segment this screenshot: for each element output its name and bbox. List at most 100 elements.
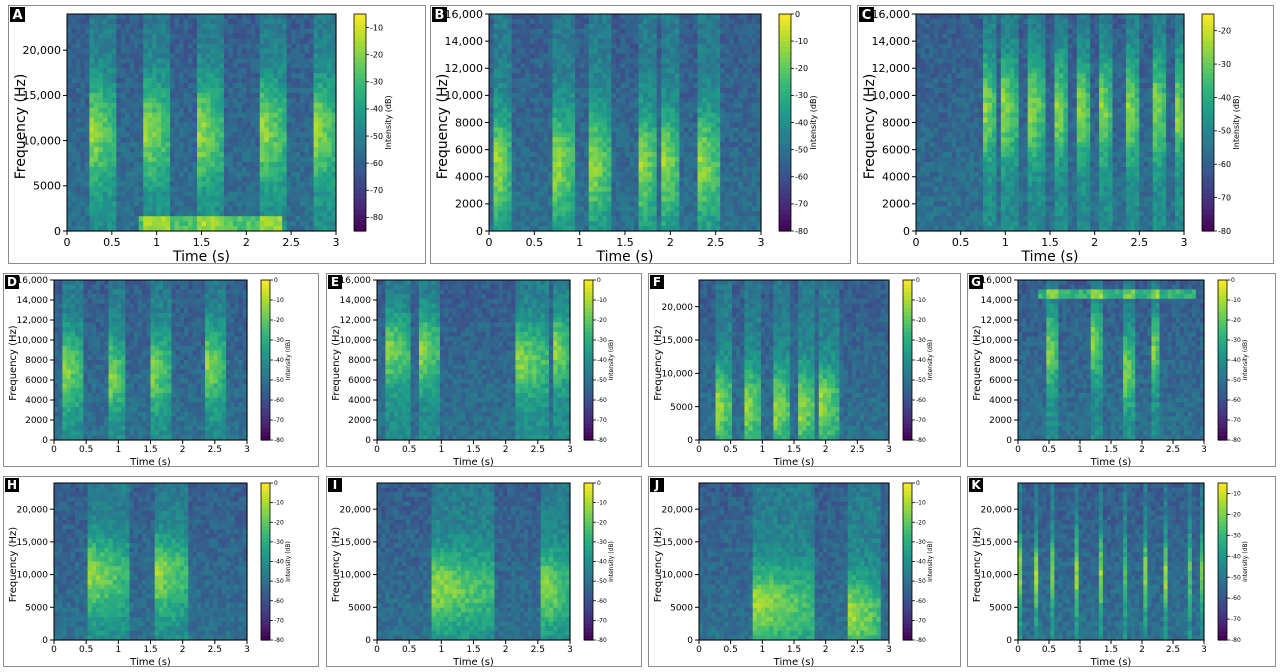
y-axis-label: Frequency (Hz) — [8, 527, 19, 603]
x-tick-label: 0.5 — [724, 445, 738, 455]
x-axis-label: Time (s) — [1090, 657, 1132, 668]
colorbar-tick-label: -20 — [597, 519, 607, 526]
spectrogram-svg-c: C 0 0.5 1 1.5 2 2.5 3 0 2000 4000 6000 8000 10,000 12,… — [859, 7, 1241, 265]
y-tick-label: 0 — [42, 636, 48, 646]
y-tick-label: 20,000 — [662, 505, 694, 515]
x-tick-label: 1 — [438, 645, 444, 655]
colorbar-tick-label: -60 — [1218, 160, 1231, 169]
colorbar-label: Intensity (dB) — [285, 541, 292, 582]
colorbar-tick-label: -80 — [1231, 437, 1241, 444]
colorbar-tick-label: 0 — [916, 277, 920, 284]
panel-letter: B — [435, 8, 445, 23]
x-tick-label: 1 — [1077, 645, 1083, 655]
colorbar-tick-label: -30 — [1231, 532, 1241, 539]
x-tick-label: 1.5 — [466, 445, 480, 455]
panel-letter: J — [654, 478, 659, 492]
colorbar: -80 -70 -60 -50 -40 -30 -20 -10 0 Intensity (dB) — [583, 277, 615, 444]
colorbar-tick-label: -20 — [795, 64, 808, 73]
colorbar-tick-label: -10 — [274, 500, 284, 507]
heatmap-cells — [377, 280, 571, 441]
x-tick-label: 2.5 — [850, 645, 864, 655]
panel-letter-badge — [328, 275, 342, 289]
y-tick-label: 0 — [365, 636, 371, 646]
panel-d: D 0 0.5 1 1.5 2 2.5 3 0 2000 4000 6000 8000 10,000 12,… — [3, 273, 319, 468]
panel-e: E 0 0.5 1 1.5 2 2.5 3 0 2000 4000 6000 8000 10,000 12,… — [326, 273, 642, 468]
x-tick-label: 2.5 — [1166, 645, 1180, 655]
colorbar-tick-label: -40 — [1218, 93, 1231, 102]
colorbar-tick-label: -50 — [597, 377, 607, 384]
spectrogram-svg-j: J 0 0.5 1 1.5 2 2.5 3 0 5000 10,000 15,000 20,000 Tim… — [650, 478, 934, 668]
y-tick-label: 15,000 — [981, 538, 1013, 548]
spectrogram-svg-a: A 0 0.5 1 1.5 2 2.5 3 0 5000 10,000 15,000 20,000 Tim… — [10, 7, 393, 265]
x-tick-label: 0.5 — [402, 445, 416, 455]
colorbar-tick-label: -30 — [597, 539, 607, 546]
x-tick-label: 3 — [1201, 445, 1207, 455]
x-tick-label: 0 — [1015, 445, 1021, 455]
y-tick-label: 20,000 — [662, 303, 694, 313]
colorbar-tick-label: -20 — [1231, 317, 1241, 324]
y-tick-label: 2000 — [882, 198, 910, 211]
colorbar-tick-label: -40 — [274, 357, 284, 364]
x-tick-label: 2.5 — [1131, 236, 1149, 249]
colorbar-tick-label: -70 — [370, 186, 383, 195]
colorbar-tick-label: -30 — [274, 337, 284, 344]
x-tick-label: 0 — [51, 445, 57, 455]
x-axis-label: Time (s) — [773, 457, 815, 468]
y-tick-label: 0 — [687, 636, 693, 646]
y-tick-label: 10,000 — [662, 369, 694, 379]
colorbar-label: Intensity (dB) — [927, 340, 934, 381]
y-tick-label: 15,000 — [662, 538, 694, 548]
colorbar-label: Intensity (dB) — [927, 541, 934, 582]
x-tick-label: 2 — [503, 445, 509, 455]
panel-letter: E — [331, 275, 339, 289]
colorbar-label: Intensity (dB) — [809, 95, 818, 149]
panel-f: F 0 0.5 1 1.5 2 2.5 3 0 5000 10,000 15,000 20,000 Tim… — [648, 273, 961, 468]
x-tick-label: 2.5 — [707, 236, 725, 249]
y-tick-label: 15,000 — [662, 336, 694, 346]
x-tick-label: 3 — [244, 645, 250, 655]
y-axis-label: Frequency (Hz) — [13, 74, 29, 180]
spectrogram-svg-f: F 0 0.5 1 1.5 2 2.5 3 0 5000 10,000 15,000 20,000 Tim… — [650, 275, 934, 468]
y-tick-label: 10,000 — [340, 336, 372, 346]
colorbar: -80 -70 -60 -50 -40 -30 -20 -10 0 Intensity (dB) — [583, 480, 615, 644]
y-tick-label: 12,000 — [981, 316, 1013, 326]
colorbar-tick-label: -70 — [1231, 417, 1241, 424]
panel-k: K 0 0.5 1 1.5 2 2.5 3 0 5000 10,000 15,000 20,000 Tim… — [967, 476, 1276, 668]
colorbar-tick-label: -20 — [274, 519, 284, 526]
y-tick-label: 6000 — [25, 376, 48, 386]
heatmap-cells — [54, 483, 248, 641]
panel-letter-badge — [5, 275, 19, 289]
x-tick-label: 0.5 — [952, 236, 970, 249]
colorbar-tick-label: -20 — [274, 317, 284, 324]
colorbar: -80 -70 -60 -50 -40 -30 -20 -10 Intensity (dB) — [353, 13, 393, 232]
x-tick-label: 2 — [1139, 645, 1145, 655]
panel-letter: F — [653, 275, 661, 289]
y-tick-label: 6000 — [882, 143, 910, 156]
y-tick-label: 6000 — [348, 376, 371, 386]
y-tick-label: 8000 — [455, 116, 483, 129]
x-tick-label: 3 — [1201, 645, 1207, 655]
x-tick-label: 3 — [567, 445, 573, 455]
colorbar-tick-label: -70 — [274, 417, 284, 424]
x-axis-label: Time (s) — [596, 249, 654, 265]
colorbar-tick-label: -50 — [916, 578, 926, 585]
x-tick-label: 0 — [1015, 645, 1021, 655]
y-tick-label: 5000 — [25, 603, 48, 613]
y-tick-label: 5000 — [670, 403, 693, 413]
colorbar-tick-label: -80 — [597, 637, 607, 644]
colorbar-tick-label: -30 — [597, 337, 607, 344]
x-tick-label: 2.5 — [850, 445, 864, 455]
colorbar-tick-label: -10 — [597, 297, 607, 304]
colorbar-tick-label: 0 — [597, 480, 601, 487]
x-tick-label: 1 — [153, 236, 160, 249]
spectrogram-svg-e: E 0 0.5 1 1.5 2 2.5 3 0 2000 4000 6000 8000 10,000 12,… — [328, 275, 615, 468]
y-axis-label: Frequency (Hz) — [972, 325, 983, 401]
colorbar-tick-label: -70 — [597, 417, 607, 424]
x-tick-label: 2 — [823, 645, 829, 655]
panel-g: G 0 0.5 1 1.5 2 2.5 3 0 2000 4000 6000 8000 10,000 12,… — [967, 273, 1276, 468]
heatmap-cells — [54, 280, 248, 441]
x-axis-label: Time (s) — [452, 657, 494, 668]
x-tick-label: 1.5 — [1104, 445, 1118, 455]
colorbar-tick-label: -40 — [795, 118, 808, 127]
y-tick-label: 5000 — [670, 603, 693, 613]
